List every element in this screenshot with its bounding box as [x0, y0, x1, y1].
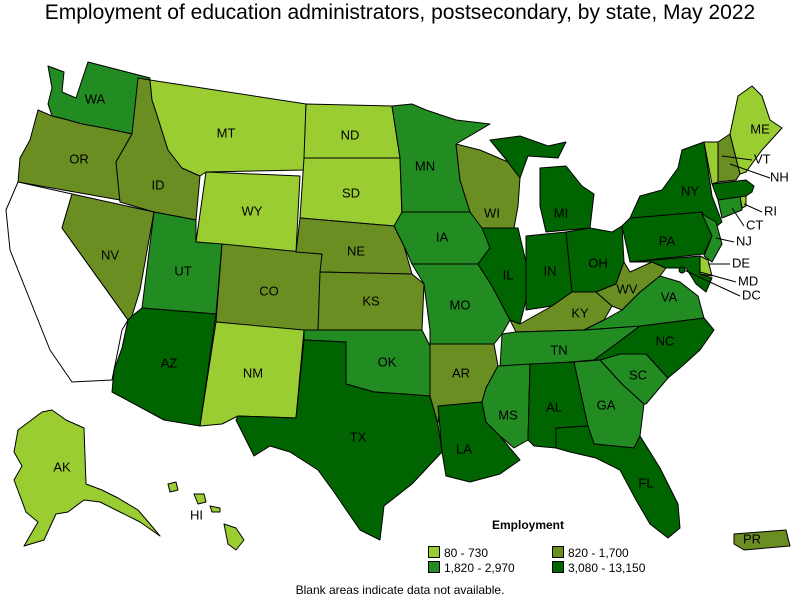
legend-swatch-3 [428, 561, 440, 573]
state-label-NV: NV [101, 247, 119, 262]
legend-label-2: 820 - 1,700 [568, 546, 629, 560]
state-label-CO: CO [259, 283, 279, 298]
legend-swatch-4 [552, 561, 564, 573]
state-label-AR: AR [452, 365, 470, 380]
state-label-IA: IA [436, 229, 449, 244]
state-TX[interactable] [235, 339, 443, 541]
state-label-PA: PA [659, 233, 676, 248]
map-footnote: Blank areas indicate data not available. [295, 583, 505, 597]
state-label-MD: MD [738, 273, 758, 288]
legend-item: 1,820 - 2,970 [428, 561, 515, 575]
state-HI[interactable] [167, 481, 245, 551]
state-KS[interactable] [317, 271, 425, 331]
state-label-KY: KY [571, 305, 589, 320]
state-label-FL: FL [638, 475, 653, 490]
state-label-WV: WV [617, 281, 638, 296]
state-label-WY: WY [242, 203, 263, 218]
state-MD[interactable] [629, 255, 713, 293]
legend-item: 3,080 - 13,150 [552, 561, 645, 575]
state-label-IN: IN [544, 263, 557, 278]
state-label-PR: PR [743, 531, 761, 546]
state-WI[interactable] [455, 143, 521, 229]
state-label-KS: KS [362, 293, 380, 308]
state-label-NM: NM [243, 365, 263, 380]
state-PR[interactable] [733, 529, 791, 551]
state-label-WI: WI [484, 205, 500, 220]
state-label-TX: TX [350, 429, 367, 444]
state-label-OR: OR [69, 151, 89, 166]
state-MA[interactable] [711, 179, 755, 201]
state-NH[interactable] [717, 133, 741, 183]
state-label-NY: NY [681, 183, 699, 198]
state-label-OK: OK [378, 354, 397, 369]
state-label-MS: MS [498, 407, 518, 422]
state-label-DC: DC [742, 287, 761, 302]
state-label-TN: TN [550, 342, 567, 357]
map-title: Employment of education administrators, … [44, 1, 756, 24]
legend-title: Employment [491, 518, 564, 532]
state-label-IL: IL [503, 267, 514, 282]
state-label-ID: ID [152, 177, 165, 192]
legend-item: 80 - 730 [428, 546, 488, 560]
state-label-NC: NC [656, 333, 675, 348]
legend-swatch-2 [552, 546, 564, 558]
legend-label-1: 80 - 730 [444, 546, 489, 560]
legend-swatch-1 [428, 546, 440, 558]
state-label-AZ: AZ [161, 355, 178, 370]
state-label-DE: DE [732, 255, 750, 270]
state-NJ[interactable] [701, 213, 723, 263]
state-label-ND: ND [341, 127, 360, 142]
state-ME[interactable] [729, 85, 783, 175]
state-label-CT: CT [746, 217, 763, 232]
state-label-MO: MO [450, 297, 471, 312]
state-VA[interactable] [583, 275, 705, 331]
leader-lines [683, 155, 771, 297]
state-label-MI: MI [554, 205, 568, 220]
state-label-VA: VA [661, 289, 678, 304]
state-label-NE: NE [347, 243, 365, 258]
legend-label-3: 1,820 - 2,970 [444, 561, 515, 575]
state-MI[interactable] [489, 135, 595, 233]
state-AZ[interactable] [111, 307, 217, 427]
state-FL[interactable] [555, 425, 681, 539]
state-label-HI: HI [190, 507, 203, 522]
legend-item: 820 - 1,700 [552, 546, 629, 560]
state-label-WA: WA [85, 91, 106, 106]
state-label-NH: NH [770, 169, 789, 184]
state-label-LA: LA [456, 441, 472, 456]
state-label-SD: SD [342, 185, 360, 200]
state-label-OH: OH [588, 255, 608, 270]
legend-label-4: 3,080 - 13,150 [568, 561, 646, 575]
state-label-AL: AL [546, 399, 562, 414]
state-label-MN: MN [415, 158, 435, 173]
state-label-UT: UT [174, 263, 191, 278]
state-label-VT: VT [754, 151, 771, 166]
state-label-ME: ME [750, 121, 770, 136]
state-label-AK: AK [53, 459, 71, 474]
state-label-NJ: NJ [736, 233, 752, 248]
state-label-GA: GA [597, 397, 616, 412]
map-legend: Employment 80 - 730 820 - 1,700 1,820 - … [428, 518, 688, 575]
state-NC[interactable] [593, 317, 715, 379]
state-label-RI: RI [764, 203, 777, 218]
state-label-MT: MT [217, 125, 236, 140]
state-AK[interactable] [13, 409, 161, 547]
state-label-SC: SC [629, 367, 647, 382]
